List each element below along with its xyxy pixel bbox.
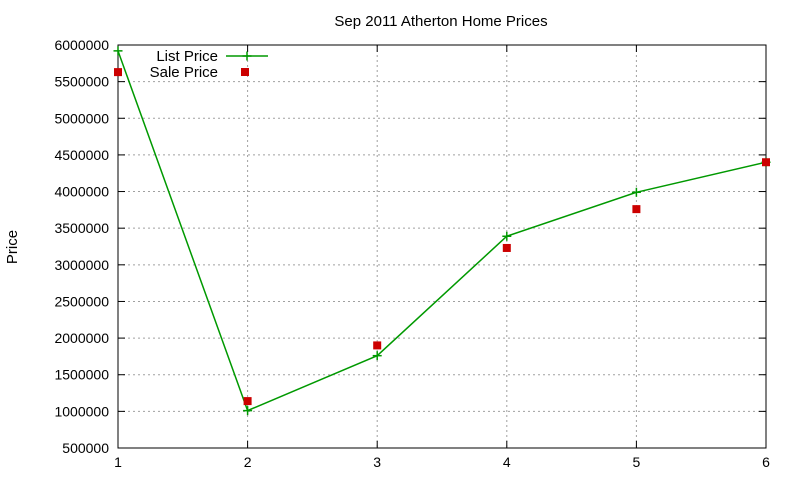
x-tick-label: 1 — [114, 454, 122, 470]
legend-marker-sale-price — [241, 68, 249, 76]
list-price-point — [631, 187, 641, 197]
list-price-point — [113, 46, 123, 56]
list-price-line — [117, 50, 767, 412]
legend-label-list-price: List Price — [156, 48, 218, 65]
sale-price-point — [632, 205, 641, 214]
y-tick-label: 4000000 — [54, 184, 109, 200]
legend-marker-list-price — [242, 51, 252, 61]
sale-price-point — [502, 243, 511, 252]
y-tick-label: 5000000 — [54, 110, 109, 126]
y-tick-label: 6000000 — [54, 37, 109, 53]
legend-label-sale-price: Sale Price — [150, 64, 218, 81]
y-tick-label: 5500000 — [54, 74, 109, 90]
y-tick-label: 4500000 — [54, 147, 109, 163]
list-price-point — [372, 351, 382, 361]
x-tick-label: 5 — [633, 454, 641, 470]
plot-frame — [117, 44, 767, 449]
chart-title: Sep 2011 Atherton Home Prices — [334, 13, 547, 30]
x-tick-label: 2 — [244, 454, 252, 470]
sale-price-point — [114, 68, 122, 77]
y-tick-label: 500000 — [62, 440, 109, 456]
grid — [118, 45, 766, 448]
y-tick-label: 3000000 — [54, 257, 109, 273]
sale-price-point — [762, 158, 770, 167]
legend-swatch-sale-price — [241, 68, 249, 76]
series — [113, 46, 771, 416]
y-tick-label: 2000000 — [54, 330, 109, 346]
y-tick-label: 1000000 — [54, 403, 109, 419]
list-price-point — [502, 231, 512, 241]
x-tick-label: 3 — [373, 454, 381, 470]
legend: List Price Sale Price — [150, 48, 268, 81]
y-tick-labels: 500000 1000000 1500000 2000000 2500000 300000… — [54, 37, 109, 456]
x-tick-label: 6 — [762, 454, 770, 470]
y-tick-label: 1500000 — [54, 367, 109, 383]
sale-price-point — [243, 397, 252, 406]
y-axis-label: Price — [4, 230, 21, 264]
sale-price-point — [373, 341, 382, 350]
x-tick-labels: 1 2 3 4 5 6 — [114, 454, 770, 470]
y-tick-label: 3500000 — [54, 220, 109, 236]
axis-ticks — [117, 44, 767, 449]
legend-swatch-list-price — [226, 51, 268, 61]
list-price-point — [243, 406, 253, 416]
x-tick-label: 4 — [503, 454, 511, 470]
y-tick-label: 2500000 — [54, 293, 109, 309]
